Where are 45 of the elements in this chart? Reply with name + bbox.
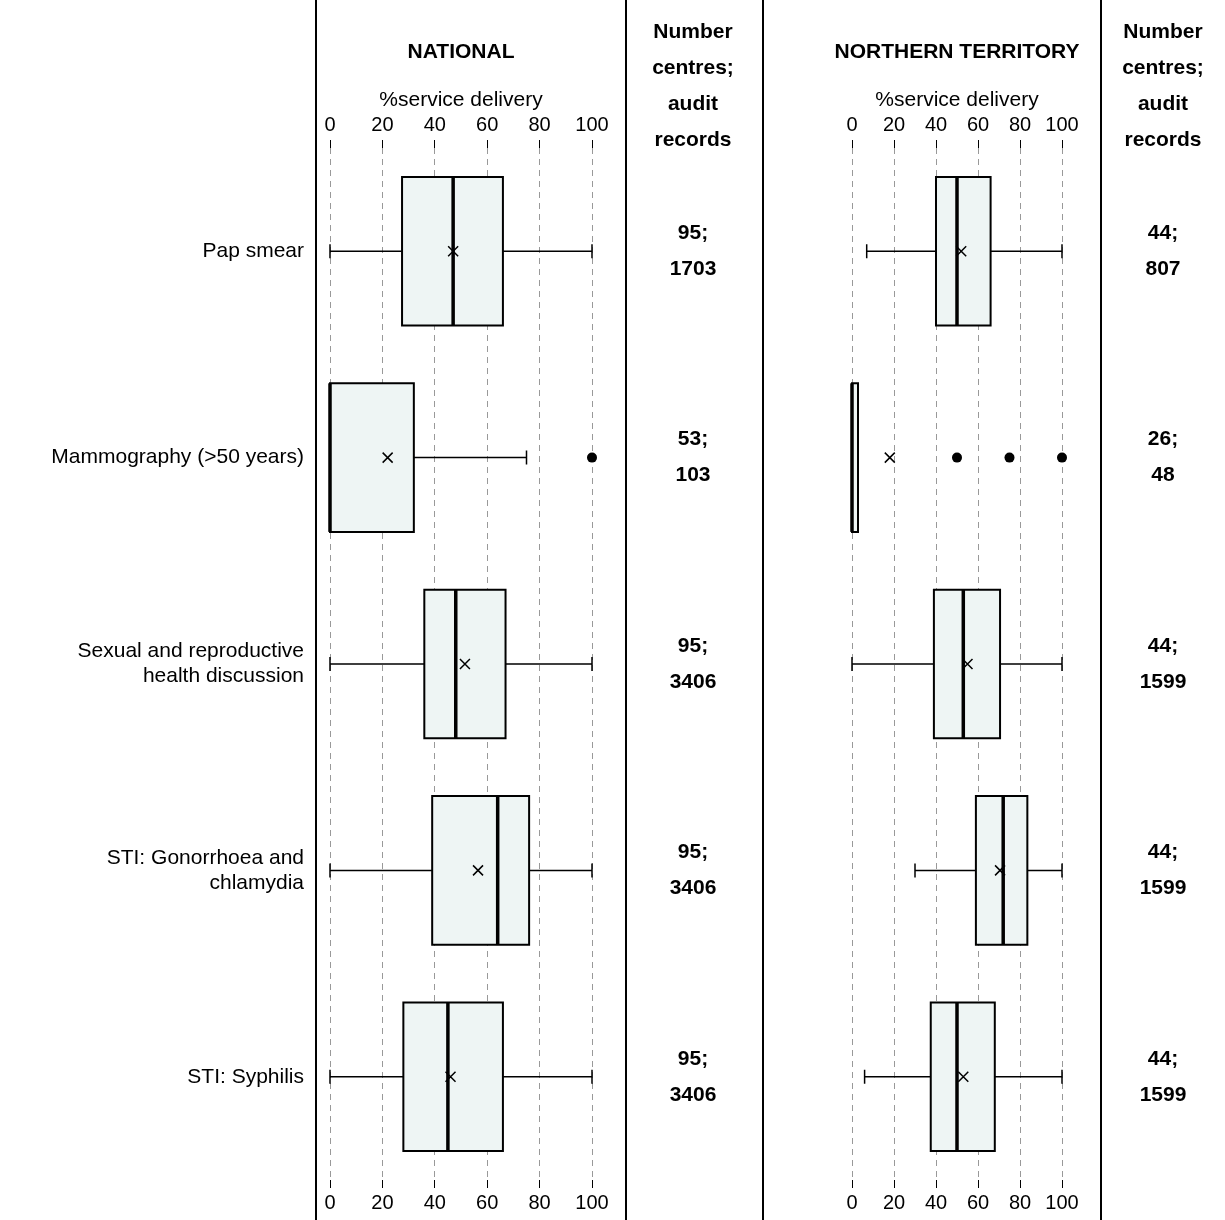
text: 95; 3406	[669, 839, 717, 899]
x2-tick-label: 60	[476, 1190, 499, 1213]
text: Number centres; audit records	[652, 18, 734, 150]
x2-tick-label: 20	[882, 1190, 906, 1213]
text: 53; 103	[675, 426, 711, 486]
text: 44; 1599	[1139, 839, 1187, 899]
x2-tick-label: 0	[324, 1190, 336, 1213]
x2-tick-label: 80	[1008, 1190, 1032, 1213]
x-tick-label: 80	[528, 112, 551, 135]
x2-tick-label: 40	[924, 1190, 948, 1213]
x2-tick-label: 0	[846, 1190, 858, 1213]
x-tick-label: 40	[423, 112, 446, 135]
y-tick-label: Mammography (>50 years)	[51, 444, 304, 468]
x-tick-label: 40	[924, 112, 948, 135]
x-tick-label: 0	[324, 112, 336, 135]
x-axis-title: %service delivery	[875, 86, 1040, 110]
x2-tick-label: 20	[371, 1190, 394, 1213]
text: Number centres; audit records	[1122, 18, 1204, 150]
text: 44; 1599	[1139, 1045, 1187, 1105]
y-tick-label: STI: Gonorrhoea and chlamydia	[106, 844, 305, 893]
text: 44; 807	[1145, 220, 1181, 279]
x-tick-label: 60	[476, 112, 499, 135]
y-tick-label: STI: Syphilis	[187, 1063, 304, 1087]
y-tick-label: Sexual and reproductive health discussion	[77, 638, 304, 687]
y-tick-label: Pap smear	[202, 238, 304, 261]
text: 95; 3406	[669, 632, 717, 692]
x2-tick-label: 40	[423, 1190, 446, 1213]
text: 95; 3406	[669, 1045, 717, 1105]
x-tick-label: 100	[575, 112, 609, 135]
x-axis-title: %service delivery	[379, 86, 544, 110]
x-tick-label: 0	[846, 112, 858, 135]
text: 95; 1703	[669, 220, 717, 279]
x-tick-label: 60	[966, 112, 990, 135]
text: 26; 48	[1147, 426, 1179, 486]
text: 44; 1599	[1139, 632, 1187, 692]
x2-tick-label: 80	[528, 1190, 551, 1213]
x-tick-label: 20	[882, 112, 906, 135]
x2-tick-label: 100	[575, 1190, 609, 1213]
x2-tick-label: 100	[1045, 1190, 1079, 1213]
chart-title: NATIONAL	[407, 38, 515, 62]
x-tick-label: 100	[1045, 112, 1079, 135]
chart-title: NORTHERN TERRITORY	[834, 38, 1080, 62]
x2-tick-label: 60	[966, 1190, 990, 1213]
x-tick-label: 80	[1008, 112, 1032, 135]
x-tick-label: 20	[371, 112, 394, 135]
